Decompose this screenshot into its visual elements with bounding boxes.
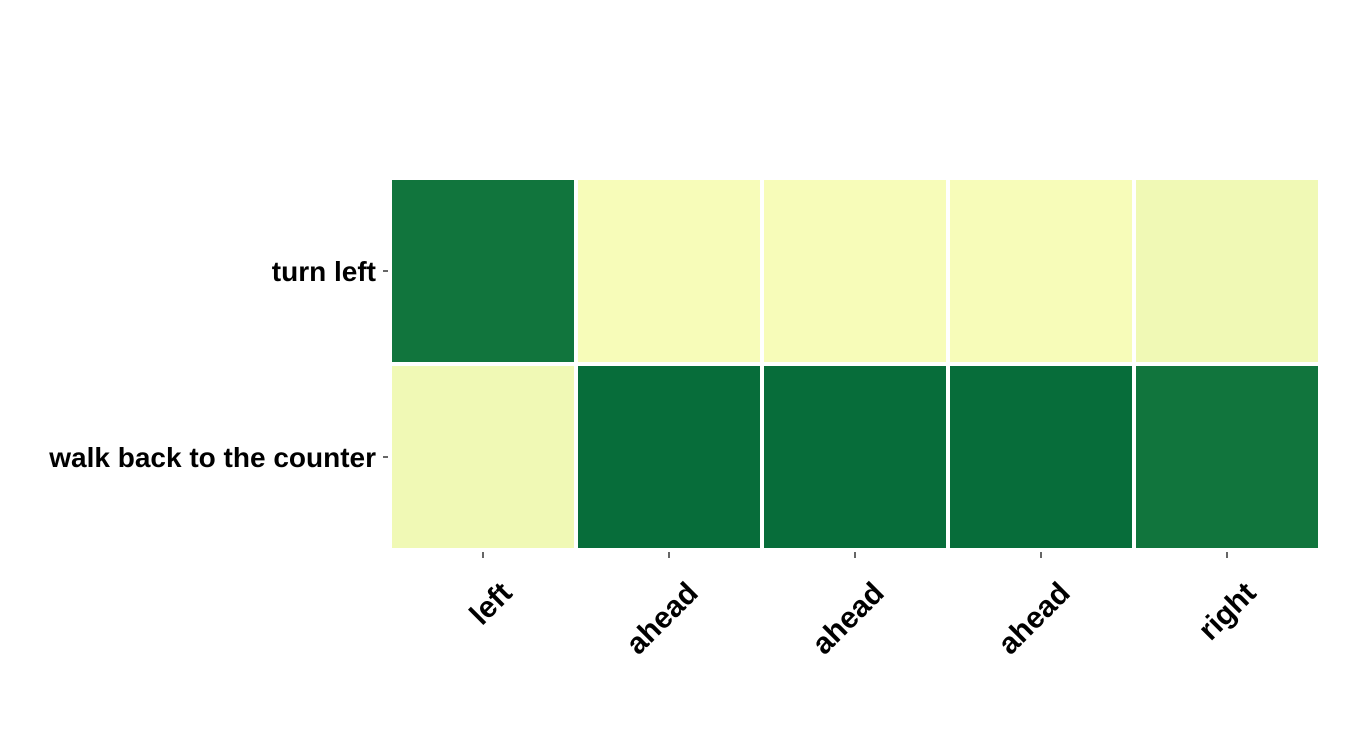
heatmap-cell-r0-c3 bbox=[950, 180, 1132, 362]
heatmap-cell-r1-c0 bbox=[392, 366, 574, 548]
y-tick-label-0: turn left bbox=[272, 256, 376, 287]
heatmap-cells bbox=[392, 180, 1318, 548]
x-tick-label-2: ahead bbox=[806, 576, 891, 661]
x-tick-label-3: ahead bbox=[992, 576, 1077, 661]
x-tick-label-1: ahead bbox=[620, 576, 705, 661]
x-tick-label-0: left bbox=[464, 576, 519, 631]
heatmap-cell-r1-c4 bbox=[1136, 366, 1318, 548]
heatmap-cell-r0-c2 bbox=[764, 180, 946, 362]
x-tick-label-4: right bbox=[1192, 576, 1262, 646]
heatmap-cell-r0-c4 bbox=[1136, 180, 1318, 362]
heatmap-cell-r1-c1 bbox=[578, 366, 760, 548]
y-axis: turn left walk back to the counter bbox=[48, 256, 388, 473]
y-tick-label-1: walk back to the counter bbox=[48, 442, 376, 473]
x-axis: left ahead ahead ahead right bbox=[464, 552, 1263, 661]
heatmap-cell-r0-c1 bbox=[578, 180, 760, 362]
heatmap-cell-r1-c3 bbox=[950, 366, 1132, 548]
heatmap-cell-r0-c0 bbox=[392, 180, 574, 362]
heatmap-cell-r1-c2 bbox=[764, 366, 946, 548]
